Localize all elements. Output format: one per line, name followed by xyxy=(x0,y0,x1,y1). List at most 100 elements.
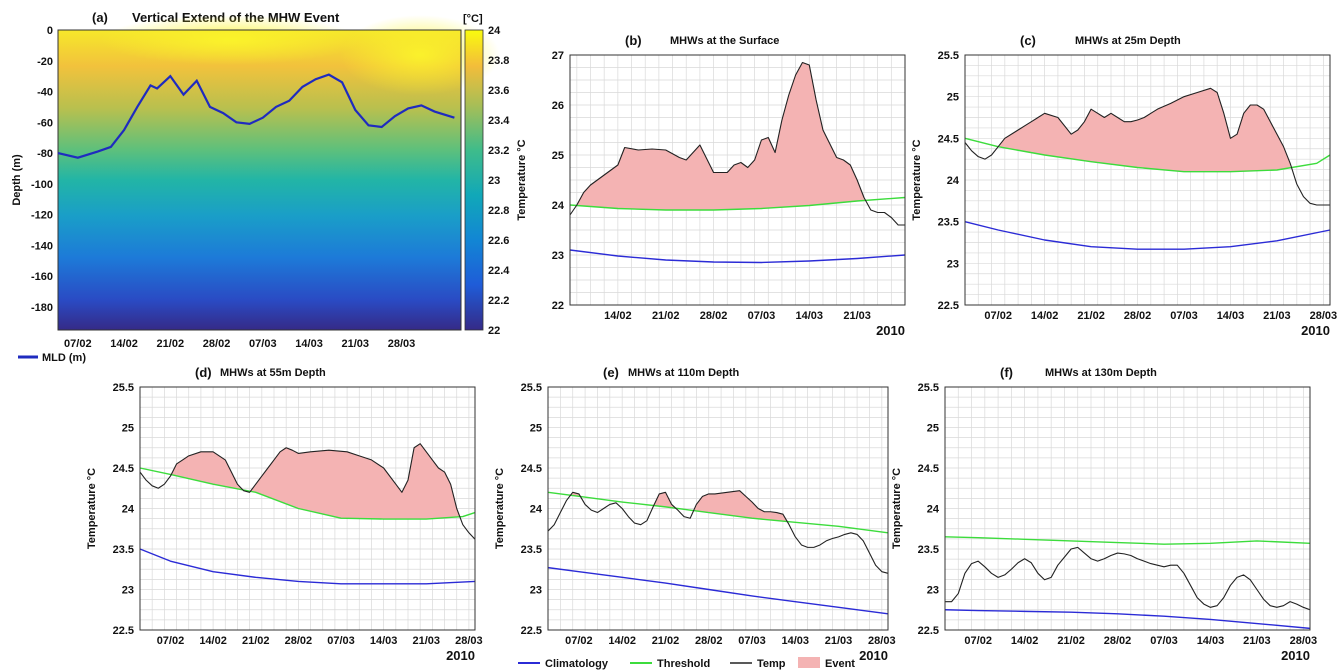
ytick-label: 23 xyxy=(947,258,959,270)
panel-e: (e) MHWs at 110m Depth 22.5 23 23.5 24 24.5 25 2… xyxy=(494,365,896,663)
xtick-label: 28/02 xyxy=(700,310,728,322)
event-area xyxy=(171,451,243,490)
temp-line xyxy=(964,87,1330,206)
ytick-label: 23.5 xyxy=(113,544,134,556)
panel-a-ytick-label: -100 xyxy=(31,179,53,191)
y-axis-label: Temperature °C xyxy=(86,468,98,549)
colorbar-tick-label: 22.8 xyxy=(488,205,509,217)
ytick-label: 25 xyxy=(552,150,564,162)
ytick-label: 24.5 xyxy=(918,463,939,475)
event-area xyxy=(999,88,1291,172)
ytick-label: 23 xyxy=(122,585,134,597)
ytick-label: 25 xyxy=(927,423,939,435)
colorbar-tick-label: 23.4 xyxy=(488,115,510,127)
colorbar-tick-label: 23.6 xyxy=(488,85,509,97)
colorbar-tick-label: 24 xyxy=(488,25,501,37)
xtick-label: 14/03 xyxy=(1217,310,1245,322)
panel-a-xtick-label: 07/02 xyxy=(64,338,92,350)
xtick-label: 14/02 xyxy=(1031,310,1059,322)
panel-a-ytick-label: -160 xyxy=(31,271,53,283)
panel-f-title: MHWs at 130m Depth xyxy=(1045,367,1157,379)
ytick-label: 25 xyxy=(947,92,959,104)
ytick-label: 23.5 xyxy=(521,544,542,556)
panel-a-xtick-label: 14/02 xyxy=(110,338,138,350)
panel-c-label: (c) xyxy=(1020,33,1036,48)
mld-line-group xyxy=(57,73,455,159)
ytick-label: 25.5 xyxy=(521,382,542,394)
panel-a-ytick-label: -80 xyxy=(37,148,53,160)
panel-a-ylabel: Depth (m) xyxy=(11,154,23,206)
xtick-label: 14/02 xyxy=(604,310,632,322)
mld-legend-label: MLD (m) xyxy=(42,352,86,364)
xtick-label: 07/02 xyxy=(157,635,185,647)
panel-f-frame xyxy=(944,386,1311,631)
ytick-label: 23.5 xyxy=(918,544,939,556)
event-area xyxy=(694,490,786,522)
ytick-label: 25 xyxy=(530,423,542,435)
panel-d-title: MHWs at 55m Depth xyxy=(220,367,326,379)
xtick-label: 21/03 xyxy=(843,310,871,322)
xtick-label: 28/02 xyxy=(695,635,723,647)
ytick-label: 25.5 xyxy=(918,382,939,394)
xtick-label: 07/02 xyxy=(964,635,992,647)
ytick-label: 23.5 xyxy=(938,217,959,229)
xtick-label: 28/03 xyxy=(1290,635,1318,647)
xtick-label: 07/02 xyxy=(565,635,593,647)
y-axis-label: Temperature °C xyxy=(911,139,923,220)
ytick-label: 23 xyxy=(927,585,939,597)
panel-b-label: (b) xyxy=(625,33,642,48)
panel-c: (c) MHWs at 25m Depth 22.5 23 23.5 24 24.5 25 25… xyxy=(911,33,1337,338)
ytick-label: 24 xyxy=(122,504,135,516)
panel-b-title: MHWs at the Surface xyxy=(670,35,779,47)
threshold-line xyxy=(139,467,476,520)
y-axis-label: Temperature °C xyxy=(516,139,528,220)
xtick-label: 14/03 xyxy=(796,310,824,322)
ytick-label: 22.5 xyxy=(938,300,959,312)
panel-a: (a) Vertical Extend of the MHW Event Dep… xyxy=(11,10,510,364)
colorbar xyxy=(464,29,484,331)
xtick-label: 21/03 xyxy=(825,635,853,647)
y-axis-label: Temperature °C xyxy=(891,468,903,549)
xtick-label: 28/03 xyxy=(868,635,896,647)
xtick-label: 14/02 xyxy=(608,635,636,647)
colorbar-tick-label: 23.2 xyxy=(488,145,509,157)
panel-a-xtick-label: 21/03 xyxy=(342,338,370,350)
threshold-line xyxy=(569,196,906,211)
panel-a-ytick-label: -180 xyxy=(31,302,53,314)
mld-line xyxy=(57,73,455,159)
heatmap-warm-patch xyxy=(340,15,500,95)
y-axis-label: Temperature °C xyxy=(494,468,506,549)
xtick-label: 21/03 xyxy=(1243,635,1271,647)
panel-e-frame xyxy=(547,386,889,631)
threshold-line xyxy=(547,491,889,534)
xtick-label: 07/02 xyxy=(984,310,1012,322)
panel-a-label: (a) xyxy=(92,10,108,25)
panel-a-xticks: 07/02 14/02 21/02 28/02 07/03 14/03 21/03 28/03 xyxy=(64,338,415,350)
xtick-label: 21/03 xyxy=(413,635,441,647)
panel-a-xtick-label: 07/03 xyxy=(249,338,277,350)
ytick-label: 22.5 xyxy=(521,625,542,637)
threshold-line xyxy=(964,137,1331,173)
ytick-label: 22 xyxy=(552,300,564,312)
colorbar-label: [°C] xyxy=(463,13,483,25)
xtick-label: 07/03 xyxy=(1170,310,1198,322)
ytick-label: 25.5 xyxy=(938,50,959,62)
ytick-label: 24.5 xyxy=(113,463,134,475)
legend-label-event: Event xyxy=(825,658,855,670)
temp-line xyxy=(945,546,1311,611)
climatology-line xyxy=(547,566,889,615)
ytick-label: 24.5 xyxy=(938,133,959,145)
ytick-label: 27 xyxy=(552,50,564,62)
xtick-label: 07/03 xyxy=(738,635,766,647)
panel-a-xtick-label: 28/02 xyxy=(203,338,231,350)
bottom-legend: Climatology Threshold Temp Event xyxy=(518,657,855,670)
event-area xyxy=(576,62,864,210)
xtick-label: 21/02 xyxy=(1077,310,1105,322)
climatology-line xyxy=(139,548,476,585)
colorbar-tick-label: 23 xyxy=(488,175,500,187)
panel-a-xtick-label: 28/03 xyxy=(388,338,416,350)
legend-label-threshold: Threshold xyxy=(657,658,710,670)
xtick-label: 28/02 xyxy=(1124,310,1152,322)
ytick-label: 24.5 xyxy=(521,463,542,475)
panel-c-frame xyxy=(964,54,1331,306)
